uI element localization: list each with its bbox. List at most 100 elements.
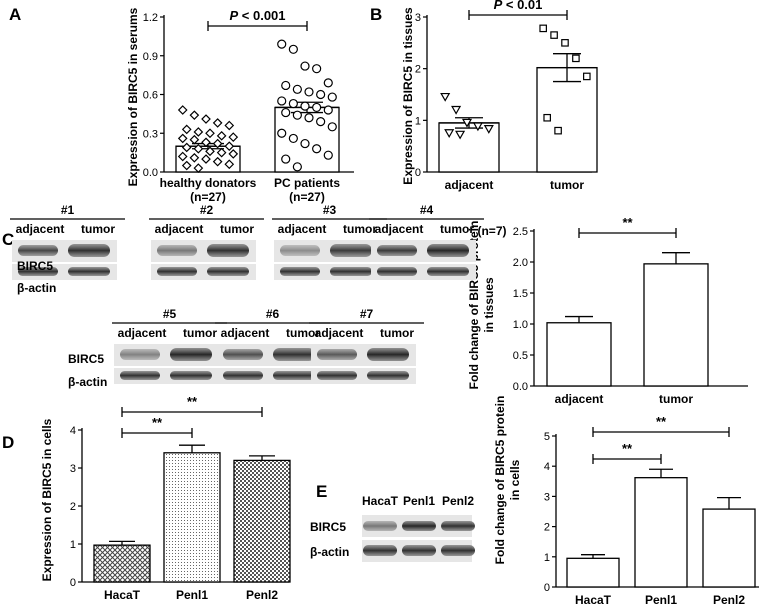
chart-c-xtick-label: tumor [659, 392, 693, 406]
chart-a-point [181, 124, 192, 135]
chart-a-point [288, 44, 298, 54]
chart-c-ylabel-line1: Fold change of BIRC5 protein [467, 221, 481, 390]
blot-c-row-label-actin: β-actin [68, 375, 107, 389]
blot-c-lane-label: tumor [286, 326, 320, 340]
blot-e-birc5-band [441, 521, 475, 531]
blot-c-actin-band [367, 371, 409, 380]
blot-c-lane-label: adjacent [375, 222, 424, 236]
chart-a-point [316, 89, 326, 100]
blot-c-sample-label: #7 [360, 307, 374, 321]
blot-c-actin-band [68, 267, 110, 276]
chart-a-ylabel: Expression of BIRC5 in serums [126, 7, 140, 186]
chart-e-bar [566, 557, 620, 588]
chart-e-ytick-label: 2 [544, 522, 550, 534]
chart-a-point [224, 120, 235, 131]
blot-c-actin-band [223, 371, 263, 380]
chart-b-point [543, 113, 551, 122]
blot-e-birc5-band [363, 521, 397, 531]
blot-c-lane-label: tumor [343, 222, 377, 236]
chart-a-point [323, 150, 333, 160]
chart-a-point [177, 151, 188, 162]
chart-c-sig-label: ** [622, 215, 633, 230]
blot-c-lane-label: tumor [81, 222, 115, 236]
panel-label-d: D [2, 433, 14, 452]
blot-c-birc5-band [367, 348, 409, 361]
chart-a-point [327, 122, 337, 132]
chart-a-point [292, 84, 302, 94]
chart-c-bar [546, 322, 612, 387]
chart-c-ytick-label: 0.5 [513, 350, 528, 362]
chart-b-point [583, 72, 591, 81]
chart-a-point [292, 162, 302, 172]
blot-c-birc5-band [223, 349, 263, 360]
chart-b-point [572, 54, 580, 63]
blot-c-sample-label: #2 [200, 203, 214, 217]
blot-c-birc5-band [120, 349, 160, 360]
chart-b-point [550, 31, 558, 39]
chart-b-point [451, 105, 462, 115]
chart-a-point [312, 102, 322, 113]
chart-e-ytick-label: 3 [544, 491, 550, 503]
blot-c-lane-label: tumor [183, 326, 217, 340]
chart-a-sig-label: P < 0.001 [229, 8, 285, 23]
chart-a-point [323, 78, 333, 88]
chart-b-footnote: (n=7) [477, 224, 506, 238]
blot-c-birc5-band [18, 245, 58, 256]
blot-e-lane-label: Penl1 [403, 494, 435, 508]
blot-c-actin-band [280, 267, 320, 276]
chart-b-point [472, 122, 483, 132]
chart-a-ytick-label: 0.0 [143, 167, 158, 179]
blot-c-actin-band [170, 371, 212, 380]
chart-a-point [193, 127, 204, 137]
chart-d-ytick-label: 2 [70, 501, 76, 513]
chart-d-bar [93, 544, 151, 583]
chart-e-xtick-label: HacaT [575, 593, 612, 607]
chart-b-xtick-label: adjacent [445, 178, 494, 192]
chart-a-point [228, 149, 239, 159]
chart-a-point [189, 152, 200, 163]
chart-a-point [300, 61, 310, 71]
panel-label-e: E [316, 482, 327, 501]
chart-a-point [300, 101, 310, 111]
blot-c-lane-label: tumor [380, 326, 414, 340]
blot-e-birc5-band [402, 521, 436, 531]
chart-a-ytick-label: 0.6 [143, 90, 158, 102]
chart-a-point [205, 128, 215, 139]
chart-a-point [201, 154, 211, 164]
blot-c-sample-label: #6 [266, 307, 280, 321]
chart-b-point [539, 24, 547, 33]
chart-a-point [181, 160, 192, 171]
chart-b-point [440, 92, 451, 102]
chart-e-bar [702, 508, 756, 588]
chart-b-ytick-label: 2 [415, 64, 421, 76]
chart-a-point [288, 98, 298, 109]
blot-c-birc5-band [207, 244, 249, 257]
panel-label-c: C [2, 230, 14, 249]
chart-b-sig-label-rest: < 0.01 [502, 0, 542, 12]
chart-e-xtick-label: Penl2 [713, 593, 745, 607]
chart-b-point [444, 129, 455, 138]
blot-c-birc5-band [280, 245, 320, 256]
chart-b-sig-label: P < 0.01 [494, 0, 543, 12]
chart-e-sig-label: ** [656, 414, 667, 429]
chart-b-ytick-label: 3 [415, 12, 421, 24]
chart-d-bar [233, 459, 291, 583]
blot-e-actin-band [402, 545, 436, 556]
chart-a-point [201, 114, 211, 124]
chart-a-point [189, 134, 200, 145]
chart-a-xtick-label: (n=27) [289, 190, 325, 204]
chart-a-point [193, 163, 204, 173]
chart-a-point [316, 117, 326, 127]
chart-d-xtick-label: HacaT [104, 588, 141, 602]
chart-a-point [228, 132, 239, 142]
blot-c-lane-label: adjacent [278, 222, 327, 236]
chart-a-point [277, 39, 287, 49]
blot-c-birc5-band [317, 349, 357, 360]
chart-a-point [281, 80, 291, 91]
blot-e-row-label-actin: β-actin [310, 545, 349, 559]
blot-c-actin-band [330, 267, 372, 276]
chart-a-point [189, 110, 200, 121]
chart-e-ylabel-line1: Fold change of BIRC5 protein [493, 396, 507, 565]
blot-c-birc5-band [330, 244, 372, 257]
